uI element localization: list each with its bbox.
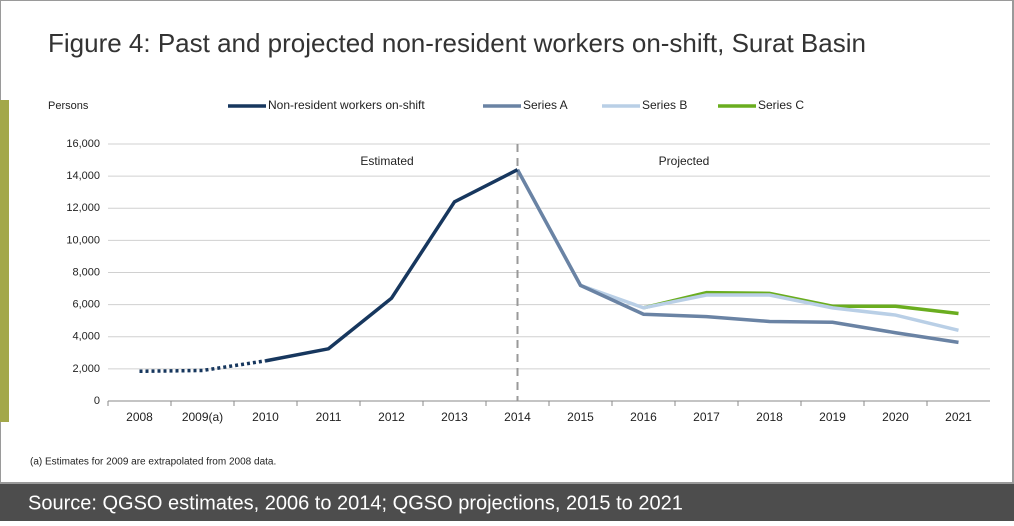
x-tick-label: 2010 [252,410,279,424]
y-tick-label: 4,000 [72,331,100,343]
x-tick-label: 2017 [693,410,720,424]
annotation: Projected [659,154,710,168]
x-tick-label: 2015 [567,410,594,424]
x-tick-label: 2009(a) [182,410,223,424]
footnote: (a) Estimates for 2009 are extrapolated … [30,457,276,468]
x-tick-label: 2012 [378,410,405,424]
legend-label: Series B [642,98,687,112]
y-tick-label: 10,000 [66,234,100,246]
legend-label: Series A [523,98,568,112]
y-tick-label: 0 [94,395,100,407]
x-tick-label: 2013 [441,410,468,424]
series-line [515,168,959,345]
source-bar [0,484,1014,521]
y-tick-label: 14,000 [66,170,100,182]
x-tick-label: 2016 [630,410,657,424]
x-tick-label: 2020 [882,410,909,424]
y-tick-label: 6,000 [72,299,100,311]
x-tick-label: 2008 [126,410,153,424]
annotation: Estimated [360,154,413,168]
y-tick-label: 8,000 [72,266,100,278]
chart-title: Figure 4: Past and projected non-residen… [48,28,866,58]
x-tick-label: 2011 [316,410,342,424]
side-accent [0,100,9,422]
source: Source: QGSO estimates, 2006 to 2014; QG… [28,492,683,514]
series-line [265,168,519,363]
y-tick-label: 12,000 [66,202,100,214]
x-tick-label: 2021 [945,410,972,424]
frame [0,0,1014,484]
y-tick-label: 2,000 [72,363,100,375]
y-tick-label: 16,000 [66,138,100,150]
legend-label: Non-resident workers on-shift [268,98,425,112]
legend-label: Series C [758,98,804,112]
x-tick-label: 2018 [756,410,783,424]
y-axis-label: Persons [48,100,89,112]
x-tick-label: 2019 [819,410,846,424]
x-tick-label: 2014 [504,410,531,424]
